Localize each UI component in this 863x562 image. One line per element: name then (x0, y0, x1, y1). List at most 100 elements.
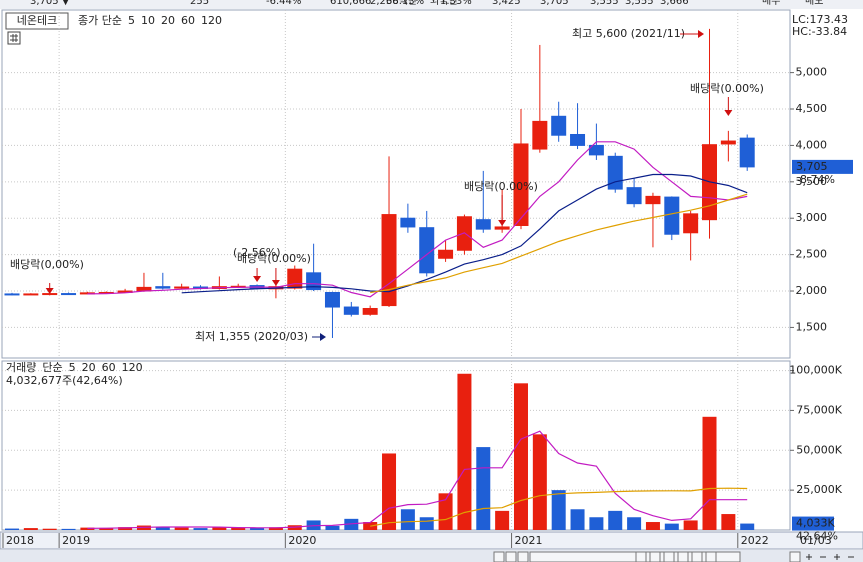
candle-body (438, 249, 454, 259)
volume-bar (344, 518, 359, 530)
header-cell: 255 (190, 0, 209, 7)
ma-line (370, 193, 748, 294)
candle-body (494, 226, 510, 230)
annotation: 배당락(0.00%) (464, 180, 538, 193)
volume-bar (740, 523, 755, 530)
x-axis-strip (0, 531, 863, 550)
tool-5[interactable] (691, 551, 703, 562)
candle-body (588, 144, 604, 156)
volume-ratio: 42.64% (796, 530, 838, 543)
candle-body (626, 187, 642, 205)
volume-bar (42, 528, 57, 530)
scroll-next[interactable] (517, 551, 529, 562)
candle-body (381, 214, 397, 307)
legend-entry: 60 (181, 14, 195, 27)
annotation: (-2.56%) (233, 246, 281, 259)
volume-label: 4,033K (796, 517, 835, 530)
header-cell: 2,266백만 (370, 0, 417, 7)
zoom-fit[interactable] (789, 551, 801, 562)
volume-bar (664, 523, 679, 530)
grid-icon[interactable] (7, 31, 21, 45)
hc-label: HC:-33.84 (792, 25, 847, 38)
volume-bar (99, 527, 114, 530)
annotation-arrowhead (724, 110, 733, 116)
legend-entry: 20 (161, 14, 175, 27)
candle-body (4, 293, 20, 296)
header-cell: 38.13% (386, 0, 424, 7)
volume-bar (325, 525, 340, 530)
legend-entry: 20 (82, 361, 96, 374)
volume-bar (702, 416, 717, 530)
volume-bar (532, 434, 547, 530)
candle-body (551, 115, 567, 136)
last-date: 01/03 (800, 534, 832, 547)
y-tick-label: 3,000 (796, 211, 828, 224)
stock-name: 네온테크 (17, 14, 57, 27)
candle-body (155, 286, 171, 289)
candle-body (306, 272, 322, 291)
header-cell: 3,705 ▼ (30, 0, 70, 7)
legend-entry: 10 (141, 14, 155, 27)
candle-body (362, 307, 378, 315)
header-cell: 외국인 (430, 0, 458, 7)
header-cell: -6.44% (266, 0, 301, 7)
tool-6[interactable] (705, 551, 717, 562)
legend-entry: 60 (102, 361, 116, 374)
volume-bar (608, 510, 623, 530)
volume-summary: 4,032,677주(42,64%) (6, 374, 123, 387)
volume-bar (212, 527, 227, 530)
scroll-prev[interactable] (505, 551, 517, 562)
candle-body (475, 219, 491, 230)
candle-body (513, 143, 529, 226)
y-tick-label: 25,000K (796, 483, 842, 496)
tool-3[interactable] (663, 551, 675, 562)
candle-body (645, 195, 661, 205)
volume-bar (721, 514, 736, 530)
scroll-start[interactable] (493, 551, 505, 562)
volume-bar (438, 493, 453, 530)
header-cell: 3,555 (625, 0, 654, 7)
candle-body (739, 137, 755, 168)
volume-bar (231, 527, 246, 530)
volume-bar (250, 527, 265, 530)
y-tick-label: 75,000K (796, 403, 842, 416)
candle-body (532, 120, 548, 150)
header-cell: 3,705 (540, 0, 569, 7)
volume-bar (23, 528, 38, 530)
tool-4[interactable] (677, 551, 689, 562)
volume-bar (457, 373, 472, 530)
ma-line (370, 487, 748, 527)
header-cell: 3,666 (660, 0, 689, 7)
header-cell: 매수 (762, 0, 780, 7)
annotation-arrowhead (45, 288, 54, 294)
volume-bar (570, 509, 585, 530)
price-label: 3,705 (796, 160, 828, 173)
lc-label: LC:173.43 (792, 13, 848, 26)
price-marker (792, 159, 853, 174)
y-tick-label: 50,000K (796, 443, 842, 456)
ma-line (181, 173, 748, 294)
legend-entry: 120 (122, 361, 143, 374)
scrollbar[interactable] (529, 551, 741, 562)
candle-body (419, 227, 435, 274)
annotation-arrowhead (498, 220, 507, 226)
annotation-arrowhead (271, 280, 280, 286)
annotation-arrowhead (253, 276, 262, 282)
header-cell: 매도 (805, 0, 823, 7)
candle-body (683, 213, 699, 234)
x-tick-label: 2020 (288, 534, 316, 547)
candle-body (720, 140, 736, 145)
legend-label: 단순 (42, 361, 62, 374)
tool-2[interactable] (649, 551, 661, 562)
legend-label: 종가 단순 (78, 14, 122, 27)
grid-icon-lines (10, 34, 18, 42)
header-cell: 3,555 (590, 0, 619, 7)
volume-bar (382, 453, 397, 530)
tool-1[interactable] (635, 551, 647, 562)
volume-bar (476, 447, 491, 530)
y-tick-label: 100,000K (789, 364, 842, 377)
annotation: 배당락(0.00%) (690, 82, 764, 95)
ma-line (87, 141, 748, 298)
y-tick-label: 5,000 (796, 66, 828, 79)
